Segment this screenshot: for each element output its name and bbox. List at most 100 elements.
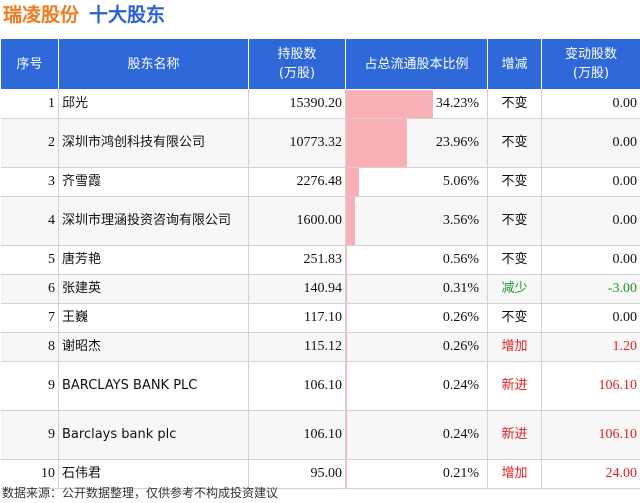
cell-delta: 106.10 — [541, 410, 640, 460]
cell-rank: 2 — [0, 118, 59, 168]
column-header-shares: 持股数 (万股) — [248, 38, 346, 90]
cell-delta: -3.00 — [541, 274, 640, 304]
cell-delta: 0.00 — [541, 245, 640, 275]
cell-rank: 9 — [0, 410, 59, 460]
cell-shares: 106.10 — [248, 361, 346, 411]
ratio-bar — [346, 119, 408, 167]
table-row: 3 齐雪霞 2276.48 5.06% 不变 0.00 — [0, 167, 640, 197]
table-row: 10 石伟君 95.00 0.21% 增加 24.00 — [0, 459, 640, 489]
cell-shares: 117.10 — [248, 303, 346, 333]
ratio-value: 0.21% — [442, 466, 479, 481]
cell-rank: 5 — [0, 245, 59, 275]
ratio-value: 23.96% — [435, 135, 479, 150]
cell-holder-name: BARCLAYS BANK PLC — [58, 361, 249, 411]
cell-ratio: 0.24% — [345, 410, 488, 460]
cell-ratio: 5.06% — [345, 167, 488, 197]
cell-delta: 106.10 — [541, 361, 640, 411]
ratio-value: 0.24% — [442, 427, 479, 442]
ratio-bar — [346, 168, 359, 196]
cell-holder-name: 深圳市理涵投资咨询有限公司 — [58, 196, 249, 246]
column-header-name: 股东名称 — [58, 38, 249, 90]
ratio-bar — [346, 411, 347, 459]
table-row: 8 谢昭杰 115.12 0.26% 增加 1.20 — [0, 332, 640, 362]
ratio-bar — [346, 362, 347, 410]
company-name: 瑞凌股份 — [3, 4, 80, 26]
cell-change: 不变 — [487, 167, 542, 197]
ratio-value: 34.23% — [435, 96, 479, 111]
ratio-value: 0.31% — [442, 281, 479, 296]
cell-holder-name: 张建英 — [58, 274, 249, 304]
cell-rank: 4 — [0, 196, 59, 246]
cell-delta: 0.00 — [541, 118, 640, 168]
cell-change: 减少 — [487, 274, 542, 304]
ratio-value: 0.24% — [442, 378, 479, 393]
cell-change: 不变 — [487, 89, 542, 119]
cell-shares: 106.10 — [248, 410, 346, 460]
cell-holder-name: 唐芳艳 — [58, 245, 249, 275]
cell-ratio: 0.24% — [345, 361, 488, 411]
page-title: 瑞凌股份 十大股东 — [3, 2, 165, 28]
cell-shares: 115.12 — [248, 332, 346, 362]
cell-delta: 0.00 — [541, 303, 640, 333]
cell-change: 不变 — [487, 245, 542, 275]
cell-ratio: 34.23% — [345, 89, 488, 119]
cell-rank: 3 — [0, 167, 59, 197]
table-row: 6 张建英 140.94 0.31% 减少 -3.00 — [0, 274, 640, 304]
column-header-rank: 序号 — [0, 38, 59, 90]
data-source-note: 数据来源：公开数据整理，仅供参考不构成投资建议 — [2, 486, 279, 500]
section-title: 十大股东 — [89, 4, 166, 26]
cell-shares: 2276.48 — [248, 167, 346, 197]
table-row: 7 王巍 117.10 0.26% 不变 0.00 — [0, 303, 640, 333]
cell-rank: 1 — [0, 89, 59, 119]
cell-delta: 0.00 — [541, 167, 640, 197]
table-row: 9 BARCLAYS BANK PLC 106.10 0.24% 新进 106.10 — [0, 361, 640, 411]
cell-delta: 0.00 — [541, 196, 640, 246]
ratio-bar — [346, 333, 347, 361]
cell-change: 增加 — [487, 332, 542, 362]
shareholders-table: 序号 股东名称 持股数 (万股) 占总流通股本比例 增减 变动股数 (万股) 1… — [0, 38, 640, 489]
cell-holder-name: 邱光 — [58, 89, 249, 119]
cell-ratio: 0.31% — [345, 274, 488, 304]
cell-rank: 7 — [0, 303, 59, 333]
cell-rank: 10 — [0, 459, 59, 489]
cell-holder-name: 石伟君 — [58, 459, 249, 489]
cell-delta: 1.20 — [541, 332, 640, 362]
ratio-value: 5.06% — [442, 174, 479, 189]
cell-shares: 15390.20 — [248, 89, 346, 119]
cell-rank: 8 — [0, 332, 59, 362]
cell-change: 不变 — [487, 303, 542, 333]
cell-holder-name: Barclays bank plc — [58, 410, 249, 460]
ratio-bar — [346, 197, 356, 245]
cell-delta: 0.00 — [541, 89, 640, 119]
ratio-value: 0.26% — [442, 310, 479, 325]
cell-holder-name: 王巍 — [58, 303, 249, 333]
cell-ratio: 0.26% — [345, 332, 488, 362]
cell-shares: 251.83 — [248, 245, 346, 275]
table-row: 4 深圳市理涵投资咨询有限公司 1600.00 3.56% 不变 0.00 — [0, 196, 640, 246]
cell-change: 新进 — [487, 361, 542, 411]
column-header-ratio: 占总流通股本比例 — [345, 38, 488, 90]
cell-holder-name: 谢昭杰 — [58, 332, 249, 362]
cell-change: 不变 — [487, 118, 542, 168]
cell-ratio: 0.21% — [345, 459, 488, 489]
ratio-bar — [346, 275, 347, 303]
table-row: 1 邱光 15390.20 34.23% 不变 0.00 — [0, 89, 640, 119]
cell-holder-name: 齐雪霞 — [58, 167, 249, 197]
ratio-bar — [346, 460, 347, 488]
table-row: 2 深圳市鸿创科技有限公司 10773.32 23.96% 不变 0.00 — [0, 118, 640, 168]
table-row: 5 唐芳艳 251.83 0.56% 不变 0.00 — [0, 245, 640, 275]
cell-rank: 9 — [0, 361, 59, 411]
cell-change: 不变 — [487, 196, 542, 246]
ratio-value: 0.26% — [442, 339, 479, 354]
column-header-delta: 变动股数 (万股) — [541, 38, 640, 90]
cell-ratio: 0.26% — [345, 303, 488, 333]
cell-shares: 10773.32 — [248, 118, 346, 168]
cell-shares: 95.00 — [248, 459, 346, 489]
cell-shares: 1600.00 — [248, 196, 346, 246]
table-row: 9 Barclays bank plc 106.10 0.24% 新进 106.10 — [0, 410, 640, 460]
ratio-bar — [346, 90, 434, 118]
cell-change: 增加 — [487, 459, 542, 489]
cell-delta: 24.00 — [541, 459, 640, 489]
column-header-change: 增减 — [487, 38, 542, 90]
cell-shares: 140.94 — [248, 274, 346, 304]
